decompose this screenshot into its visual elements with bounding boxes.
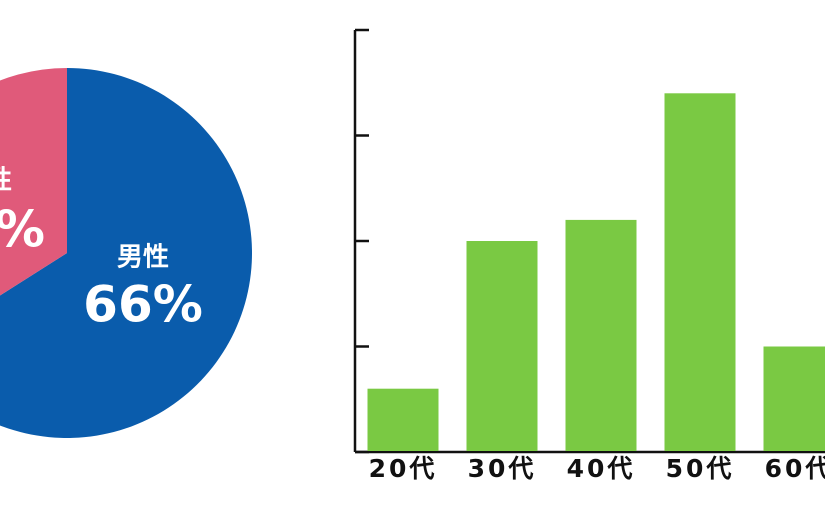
pie-slice-1 <box>0 68 67 296</box>
x-tick-label: 60代 <box>765 454 825 483</box>
pie-slice-value: 66% <box>83 276 203 334</box>
pie-slice-label: 女性 <box>0 165 12 196</box>
bar-40代 <box>565 219 637 451</box>
x-tick-label: 40代 <box>567 454 636 483</box>
bar-50代 <box>664 93 736 452</box>
bar-chart: 20代 30代 40代 50代 60代 <box>353 28 825 483</box>
x-tick-label: 30代 <box>468 454 537 483</box>
bar-20代 <box>367 388 439 451</box>
bar-60代 <box>763 346 825 451</box>
x-tick-label: 20代 <box>369 454 438 483</box>
pie-slice-0 <box>0 68 252 438</box>
pie-slice-value: 34% <box>0 201 45 259</box>
x-tick-label: 50代 <box>666 454 735 483</box>
bar-30代 <box>466 241 538 451</box>
pie-slice-label: 男性 <box>117 243 169 273</box>
